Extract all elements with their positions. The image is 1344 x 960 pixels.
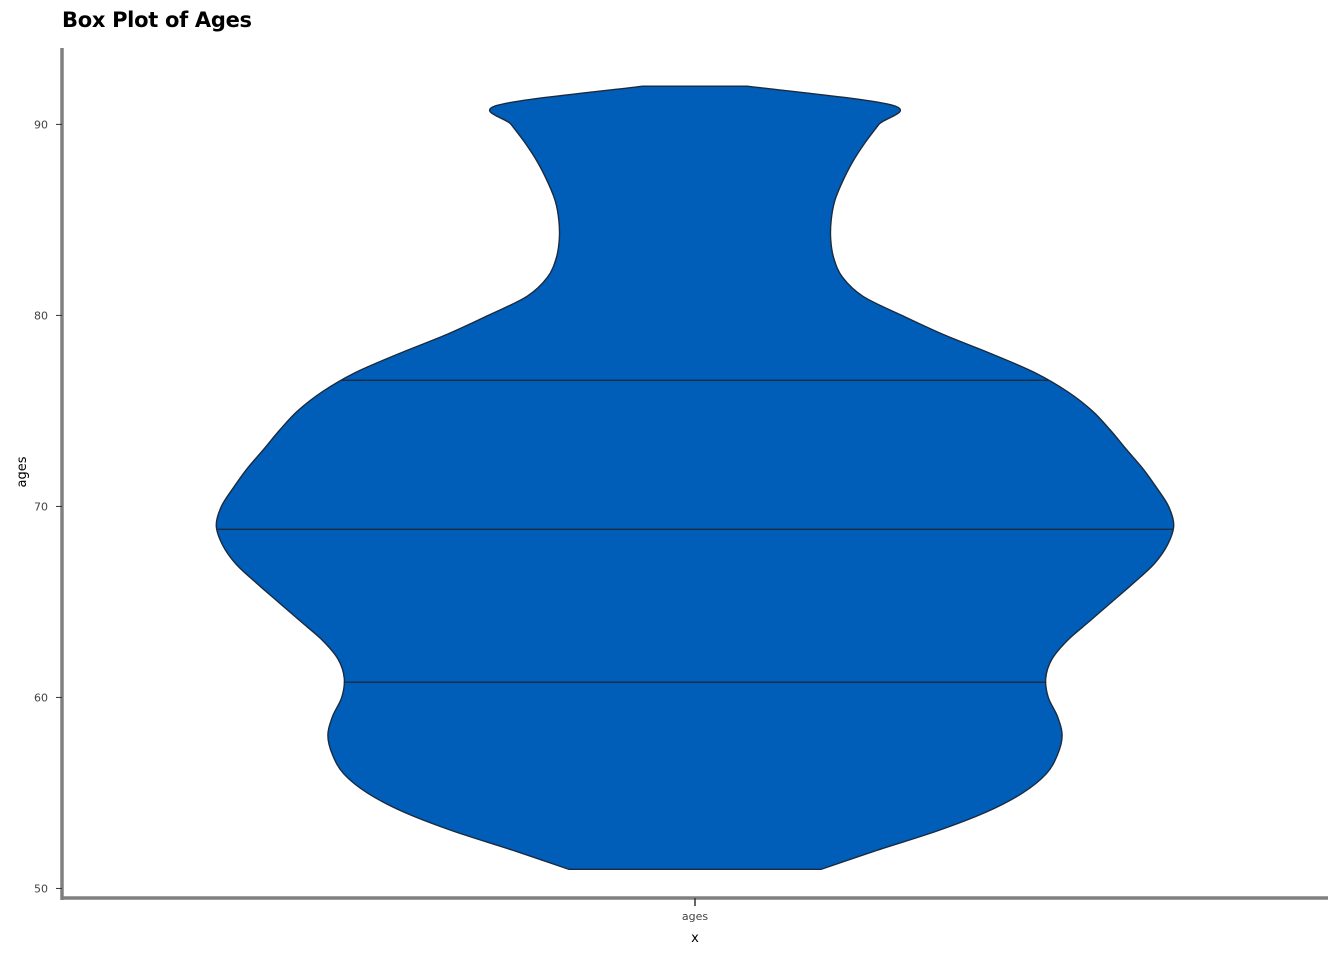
y-tick-label-80: 80: [34, 309, 48, 322]
axis-layer: [56, 48, 1328, 906]
y-tick-label-90: 90: [34, 118, 48, 131]
label-layer: 50 60 70 80 90 ages x ages: [15, 118, 708, 946]
y-tick-label-70: 70: [34, 500, 48, 513]
x-axis-title: x: [691, 931, 699, 946]
chart-title: Box Plot of Ages: [62, 8, 252, 32]
y-axis-title: ages: [15, 456, 30, 487]
violin-layer: [215, 85, 1175, 871]
y-tick-label-60: 60: [34, 691, 48, 704]
x-tick-label-ages: ages: [682, 910, 708, 923]
violin-body: [215, 85, 1175, 871]
y-tick-label-50: 50: [34, 882, 48, 895]
